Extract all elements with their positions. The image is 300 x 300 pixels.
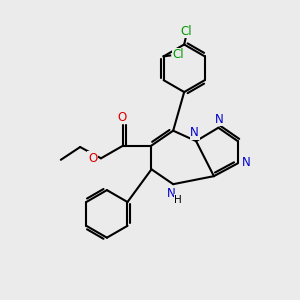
Text: O: O — [88, 152, 97, 165]
Text: N: N — [190, 126, 199, 139]
Text: O: O — [118, 111, 127, 124]
Text: H: H — [174, 195, 182, 205]
Text: N: N — [242, 156, 251, 169]
Text: Cl: Cl — [172, 48, 184, 62]
Text: N: N — [167, 187, 175, 200]
Text: N: N — [215, 113, 224, 126]
Text: Cl: Cl — [181, 25, 192, 38]
